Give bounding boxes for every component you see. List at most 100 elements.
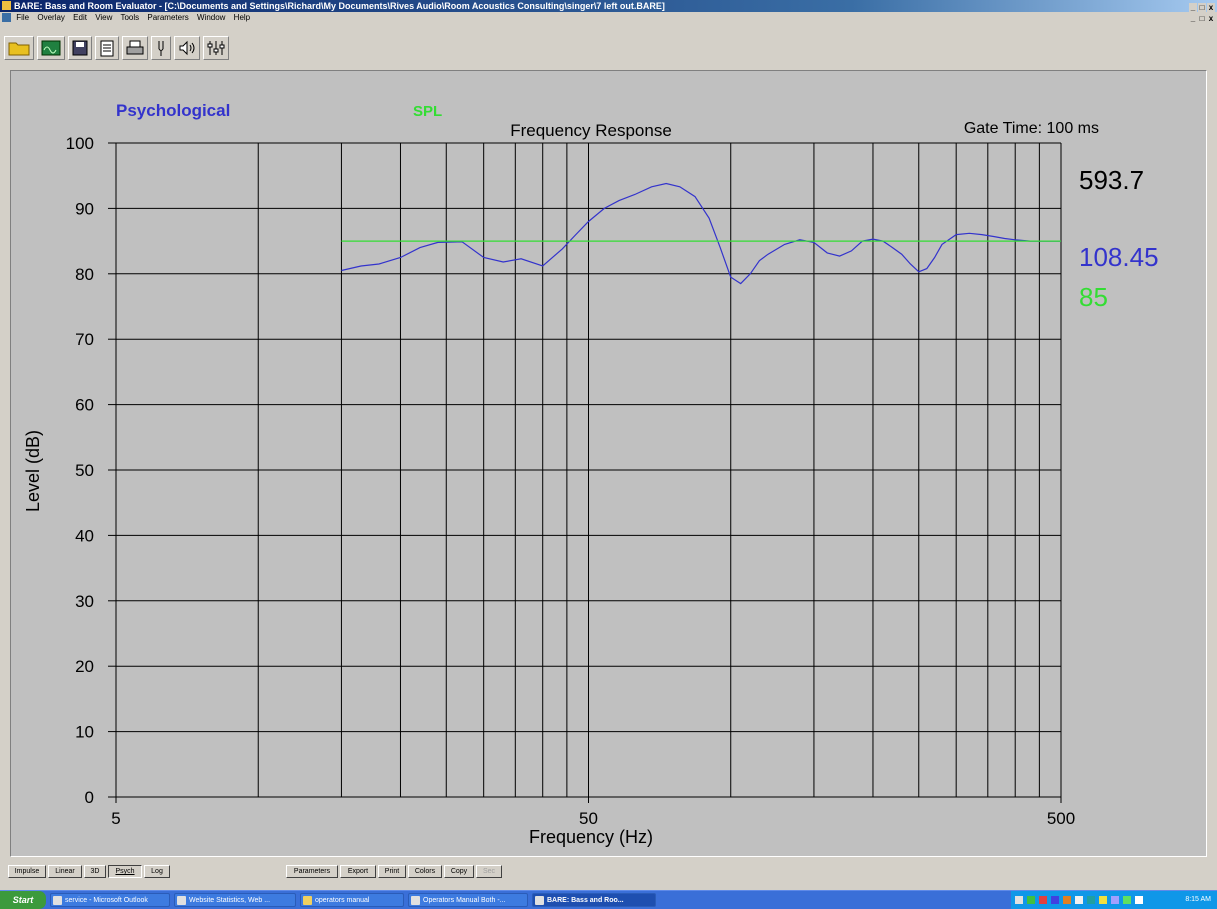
menu-parameters[interactable]: Parameters	[147, 13, 189, 22]
frequency-response-chart[interactable]: 0 10 20 30 40 50 60 70 80 90 100 5 50 500 Psychologic…	[11, 71, 1206, 856]
y-tick-label: 60	[75, 396, 94, 415]
spl-label: SPL	[413, 103, 442, 120]
equalizer-button[interactable]	[203, 36, 229, 60]
copy-button[interactable]: Copy	[444, 865, 474, 878]
linear-button[interactable]: Linear	[48, 865, 82, 878]
chart-title: Frequency Response	[510, 121, 672, 140]
doc-restore-button[interactable]: □	[1198, 14, 1206, 23]
browser-icon	[177, 896, 186, 905]
open-folder-icon	[8, 42, 30, 56]
chart-panel: 0 10 20 30 40 50 60 70 80 90 100 5 50 500 Psychologic…	[10, 70, 1207, 857]
tray-antivirus-icon[interactable]	[1063, 896, 1071, 904]
maximize-button[interactable]: □	[1198, 3, 1206, 12]
tray-messenger-icon[interactable]	[1099, 896, 1107, 904]
psych-button[interactable]: Psych	[108, 865, 142, 878]
tray-network-icon[interactable]	[1015, 896, 1023, 904]
menu-edit[interactable]: Edit	[73, 13, 87, 22]
clock: 8:15 AM	[1185, 896, 1211, 903]
tuning-fork-icon	[158, 41, 164, 56]
doc-close-button[interactable]: x	[1207, 14, 1215, 23]
readout-green: 85	[1079, 282, 1108, 312]
tray-printer-icon[interactable]	[1111, 896, 1119, 904]
menu-overlay[interactable]: Overlay	[37, 13, 65, 22]
tray-app-icon[interactable]	[1027, 896, 1035, 904]
task-label: operators manual	[315, 897, 370, 904]
title-bar: BARE: Bass and Room Evaluator - [C:\Docu…	[0, 0, 1217, 12]
waveform-icon	[41, 40, 61, 56]
mode-label: Psychological	[116, 101, 230, 120]
menu-help[interactable]: Help	[233, 13, 251, 22]
tray-monitor-icon[interactable]	[1051, 896, 1059, 904]
speaker-button[interactable]	[174, 36, 200, 60]
menu-file[interactable]: File	[16, 13, 30, 22]
tuning-fork-button[interactable]	[151, 36, 171, 60]
window-title: BARE: Bass and Room Evaluator - [C:\Docu…	[14, 1, 665, 11]
system-tray: 8:15 AM	[1011, 891, 1217, 909]
menu-tools[interactable]: Tools	[120, 13, 140, 22]
open-folder-button[interactable]	[4, 36, 34, 60]
menu-bar: File Overlay Edit View Tools Parameters …	[0, 12, 1217, 24]
notes-button[interactable]	[95, 36, 119, 60]
document-window-controls: _ □ x	[1188, 13, 1215, 25]
outlook-icon	[53, 896, 62, 905]
notes-icon	[100, 40, 114, 57]
y-tick-label: 80	[75, 265, 94, 284]
readout-black: 593.7	[1079, 165, 1144, 195]
y-tick-label: 100	[66, 134, 94, 153]
task-label: BARE: Bass and Roo...	[547, 897, 624, 904]
log-button[interactable]: Log	[144, 865, 170, 878]
tray-alert-icon[interactable]	[1039, 896, 1047, 904]
task-label: Website Statistics, Web ...	[189, 897, 271, 904]
minimize-button[interactable]: _	[1189, 3, 1197, 12]
task-operators-manual-both[interactable]: Operators Manual Both -...	[408, 893, 528, 907]
task-website-statistics[interactable]: Website Statistics, Web ...	[174, 893, 296, 907]
x-tick-label: 50	[579, 809, 598, 828]
colors-button[interactable]: Colors	[408, 865, 442, 878]
chart-grid	[116, 142, 1062, 798]
speaker-icon	[179, 40, 195, 56]
task-outlook[interactable]: service - Microsoft Outlook	[50, 893, 170, 907]
impulse-view-button[interactable]	[37, 36, 65, 60]
tray-volume-icon[interactable]	[1075, 896, 1083, 904]
task-operators-manual-folder[interactable]: operators manual	[300, 893, 404, 907]
y-tick-label: 10	[75, 723, 94, 742]
folder-icon	[303, 896, 312, 905]
sec-button: Sec	[476, 865, 502, 878]
save-button[interactable]	[68, 36, 92, 60]
save-icon	[72, 40, 88, 56]
task-label: service - Microsoft Outlook	[65, 897, 148, 904]
y-tick-label: 40	[75, 526, 94, 545]
start-button[interactable]: Start	[0, 891, 46, 909]
parameters-button[interactable]: Parameters	[286, 865, 338, 878]
window-controls: _ □ x	[1188, 1, 1215, 12]
doc-minimize-button[interactable]: _	[1189, 14, 1197, 23]
menu-view[interactable]: View	[95, 13, 113, 22]
print-view-button[interactable]: Print	[378, 865, 406, 878]
y-tick-label: 20	[75, 657, 94, 676]
x-tick-label: 5	[111, 809, 120, 828]
task-bare[interactable]: BARE: Bass and Roo...	[532, 893, 656, 907]
y-tick-label: 30	[75, 592, 94, 611]
document-icon	[411, 896, 420, 905]
export-button[interactable]: Export	[340, 865, 376, 878]
print-button[interactable]	[122, 36, 148, 60]
chart-series	[341, 182, 1061, 285]
print-icon	[126, 40, 144, 55]
bare-app-icon	[535, 896, 544, 905]
menu-window[interactable]: Window	[196, 13, 226, 22]
x-tick-label: 500	[1047, 809, 1075, 828]
equalizer-icon	[207, 41, 225, 55]
y-tick-label: 50	[75, 461, 94, 480]
tray-security-icon[interactable]	[1135, 896, 1143, 904]
document-icon[interactable]	[2, 13, 11, 22]
tray-sync-icon[interactable]	[1087, 896, 1095, 904]
y-tick-label: 0	[85, 788, 94, 807]
psychological-series-line	[341, 182, 1061, 285]
task-label: Operators Manual Both -...	[423, 897, 506, 904]
app-icon[interactable]	[2, 1, 11, 10]
tray-update-icon[interactable]	[1123, 896, 1131, 904]
impulse-button[interactable]: Impulse	[8, 865, 46, 878]
x-axis-label: Frequency (Hz)	[529, 827, 653, 847]
close-button[interactable]: x	[1207, 3, 1215, 12]
3d-button[interactable]: 3D	[84, 865, 106, 878]
